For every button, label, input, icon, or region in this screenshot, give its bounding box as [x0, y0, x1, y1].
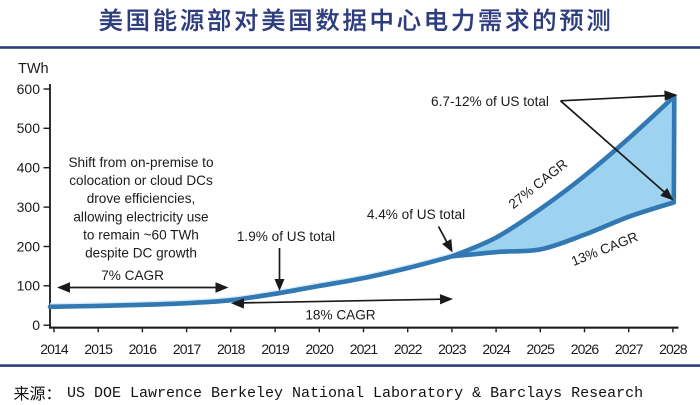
- svg-text:allowing electricity use: allowing electricity use: [73, 209, 208, 224]
- svg-text:18% CAGR: 18% CAGR: [305, 308, 375, 323]
- svg-text:100: 100: [17, 278, 41, 294]
- svg-text:despite DC growth: despite DC growth: [85, 246, 197, 261]
- svg-text:Shift from on-premise to: Shift from on-premise to: [68, 155, 213, 170]
- svg-text:2015: 2015: [84, 341, 113, 357]
- svg-text:500: 500: [17, 120, 41, 136]
- svg-text:4.4% of US total: 4.4% of US total: [367, 207, 465, 222]
- svg-text:2016: 2016: [129, 341, 158, 357]
- svg-text:to remain ~60 TWh: to remain ~60 TWh: [83, 227, 199, 242]
- svg-text:US DOE Lawrence Berkeley Natio: US DOE Lawrence Berkeley National Labora…: [67, 385, 643, 402]
- svg-text:2014: 2014: [40, 341, 69, 357]
- svg-text:drove efficiencies,: drove efficiencies,: [87, 191, 196, 206]
- svg-text:2027: 2027: [615, 341, 644, 357]
- svg-text:1.9% of US total: 1.9% of US total: [237, 229, 335, 244]
- svg-text:TWh: TWh: [18, 61, 49, 77]
- svg-text:2028: 2028: [659, 341, 688, 357]
- svg-text:7% CAGR: 7% CAGR: [101, 268, 164, 283]
- svg-text:2019: 2019: [261, 341, 290, 357]
- svg-text:2021: 2021: [350, 341, 379, 357]
- svg-text:2022: 2022: [394, 341, 423, 357]
- svg-text:2017: 2017: [173, 341, 202, 357]
- svg-text:0: 0: [32, 317, 40, 333]
- svg-text:2024: 2024: [482, 341, 511, 357]
- svg-text:300: 300: [17, 199, 41, 215]
- svg-text:200: 200: [17, 238, 41, 254]
- svg-text:2023: 2023: [438, 341, 467, 357]
- svg-text:600: 600: [17, 81, 41, 97]
- svg-text:2025: 2025: [527, 341, 556, 357]
- svg-text:400: 400: [17, 160, 41, 176]
- svg-text:2020: 2020: [306, 341, 335, 357]
- svg-text:2018: 2018: [217, 341, 246, 357]
- svg-text:2026: 2026: [571, 341, 600, 357]
- svg-text:colocation or cloud DCs: colocation or cloud DCs: [69, 173, 213, 188]
- svg-text:6.7-12% of US total: 6.7-12% of US total: [431, 94, 549, 109]
